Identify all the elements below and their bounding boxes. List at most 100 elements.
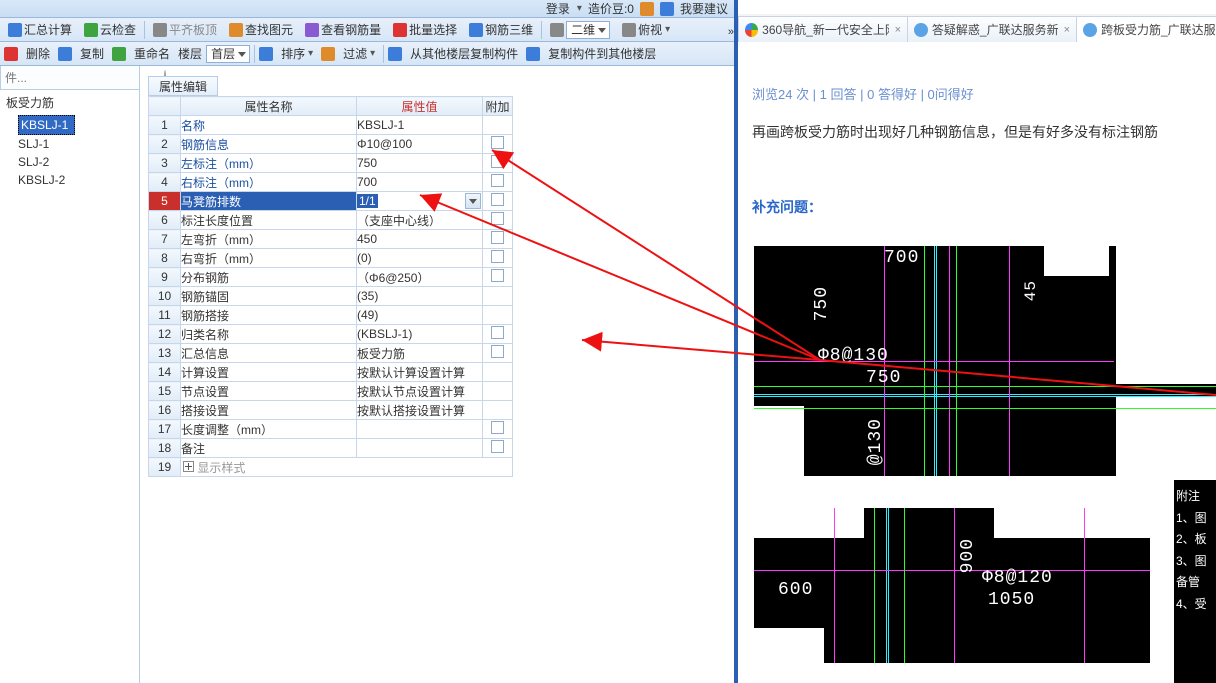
- browser-tab[interactable]: 答疑解惑_广联达服务新×: [907, 16, 1077, 42]
- tree-item[interactable]: SLJ-2: [0, 153, 139, 171]
- property-row[interactable]: 1名称KBSLJ-1: [149, 116, 513, 135]
- copy-button[interactable]: 复制: [76, 43, 108, 64]
- property-row[interactable]: 10钢筋锚固(35): [149, 287, 513, 306]
- prop-extra[interactable]: [483, 363, 513, 382]
- property-row-expand[interactable]: 19 显示样式: [149, 458, 513, 477]
- tree-item[interactable]: SLJ-1: [0, 135, 139, 153]
- property-row[interactable]: 3左标注（mm）750: [149, 154, 513, 173]
- tree-item[interactable]: KBSLJ-2: [0, 171, 139, 189]
- prop-value[interactable]: 板受力筋: [357, 344, 483, 363]
- prop-value[interactable]: 700: [357, 173, 483, 192]
- prop-extra[interactable]: [483, 268, 513, 287]
- prop-value[interactable]: （Φ6@250）: [357, 268, 483, 287]
- prop-value[interactable]: [357, 420, 483, 439]
- property-row[interactable]: 7左弯折（mm）450: [149, 230, 513, 249]
- browser-tab[interactable]: 360导航_新一代安全上网×: [738, 16, 908, 42]
- property-row[interactable]: 11钢筋搭接(49): [149, 306, 513, 325]
- checkbox[interactable]: [491, 421, 504, 434]
- prop-value[interactable]: (KBSLJ-1): [357, 325, 483, 344]
- dropdown-icon[interactable]: [465, 193, 481, 209]
- checkbox[interactable]: [491, 326, 504, 339]
- property-row[interactable]: 8右弯折（mm）(0): [149, 249, 513, 268]
- property-row[interactable]: 13汇总信息板受力筋: [149, 344, 513, 363]
- prop-extra[interactable]: [483, 420, 513, 439]
- prop-extra[interactable]: [483, 439, 513, 458]
- prop-value[interactable]: 1/1: [357, 192, 483, 211]
- prop-extra[interactable]: [483, 306, 513, 325]
- align-top-button[interactable]: 平齐板顶: [149, 19, 221, 40]
- property-row[interactable]: 2钢筋信息Φ10@100: [149, 135, 513, 154]
- find-element-button[interactable]: 查找图元: [225, 19, 297, 40]
- checkbox[interactable]: [491, 440, 504, 453]
- prop-value[interactable]: KBSLJ-1: [357, 116, 483, 135]
- prop-value[interactable]: 450: [357, 230, 483, 249]
- checkbox[interactable]: [491, 250, 504, 263]
- checkbox[interactable]: [491, 193, 504, 206]
- prop-value[interactable]: 按默认搭接设置计算: [357, 401, 483, 420]
- prop-extra[interactable]: [483, 230, 513, 249]
- checkbox[interactable]: [491, 345, 504, 358]
- sort-button[interactable]: 排序▾: [277, 43, 317, 64]
- prop-extra[interactable]: [483, 249, 513, 268]
- refresh-icon[interactable]: [640, 2, 654, 16]
- floor-select[interactable]: 首层: [206, 45, 250, 63]
- expand-icon[interactable]: [183, 461, 194, 472]
- prop-value[interactable]: 750: [357, 154, 483, 173]
- prop-value[interactable]: (49): [357, 306, 483, 325]
- property-row[interactable]: 17长度调整（mm）: [149, 420, 513, 439]
- property-row[interactable]: 4右标注（mm）700: [149, 173, 513, 192]
- prop-extra[interactable]: [483, 344, 513, 363]
- prop-extra[interactable]: [483, 135, 513, 154]
- prop-value[interactable]: (35): [357, 287, 483, 306]
- tree-root[interactable]: 板受力筋: [0, 90, 139, 115]
- prop-extra[interactable]: [483, 192, 513, 211]
- rebar-3d-button[interactable]: 钢筋三维: [465, 19, 537, 40]
- prop-extra[interactable]: [483, 401, 513, 420]
- checkbox[interactable]: [491, 155, 504, 168]
- delete-button[interactable]: 删除: [22, 43, 54, 64]
- tree-item[interactable]: KBSLJ-1: [0, 115, 139, 135]
- prop-value[interactable]: Φ10@100: [357, 135, 483, 154]
- login-link[interactable]: 登录: [546, 0, 570, 17]
- prop-extra[interactable]: [483, 154, 513, 173]
- prop-value[interactable]: （支座中心线）: [357, 211, 483, 230]
- checkbox[interactable]: [491, 212, 504, 225]
- prop-extra[interactable]: [483, 287, 513, 306]
- checkbox[interactable]: [491, 136, 504, 149]
- prop-value[interactable]: (0): [357, 249, 483, 268]
- chat-icon[interactable]: [660, 2, 674, 16]
- property-row[interactable]: 18备注: [149, 439, 513, 458]
- copy-from-floor-button[interactable]: 从其他楼层复制构件: [406, 43, 522, 64]
- property-row[interactable]: 15节点设置按默认节点设置计算: [149, 382, 513, 401]
- property-row[interactable]: 9分布钢筋（Φ6@250）: [149, 268, 513, 287]
- batch-select-button[interactable]: 批量选择: [389, 19, 461, 40]
- copy-to-floor-button[interactable]: 复制构件到其他楼层: [544, 43, 660, 64]
- checkbox[interactable]: [491, 174, 504, 187]
- prop-extra[interactable]: [483, 325, 513, 344]
- rename-button[interactable]: 重命名: [130, 43, 174, 64]
- prop-extra[interactable]: [483, 382, 513, 401]
- close-tab-icon[interactable]: ×: [895, 24, 901, 36]
- property-tab[interactable]: 属性编辑: [148, 76, 218, 96]
- prop-extra[interactable]: [483, 173, 513, 192]
- prop-value[interactable]: 按默认节点设置计算: [357, 382, 483, 401]
- login-chevron[interactable]: ▾: [577, 3, 582, 14]
- top-view-button[interactable]: 俯视▾: [618, 19, 674, 40]
- close-tab-icon[interactable]: ×: [1064, 24, 1070, 36]
- property-row[interactable]: 14计算设置按默认计算设置计算: [149, 363, 513, 382]
- calc-sum-button[interactable]: 汇总计算: [4, 19, 76, 40]
- prop-value[interactable]: [357, 439, 483, 458]
- checkbox[interactable]: [491, 269, 504, 282]
- property-row[interactable]: 6标注长度位置（支座中心线）: [149, 211, 513, 230]
- advice-link[interactable]: 我要建议: [680, 0, 728, 17]
- view-mode-select[interactable]: 二维: [546, 19, 614, 41]
- cloud-check-button[interactable]: 云检查: [80, 19, 140, 40]
- view-rebar-button[interactable]: 查看钢筋量: [301, 19, 385, 40]
- property-row[interactable]: 16搭接设置按默认搭接设置计算: [149, 401, 513, 420]
- property-row[interactable]: 12归类名称(KBSLJ-1): [149, 325, 513, 344]
- property-row[interactable]: 5马凳筋排数1/1: [149, 192, 513, 211]
- tree-filter-input[interactable]: [1, 71, 164, 85]
- prop-extra[interactable]: [483, 211, 513, 230]
- prop-extra[interactable]: [483, 116, 513, 135]
- checkbox[interactable]: [491, 231, 504, 244]
